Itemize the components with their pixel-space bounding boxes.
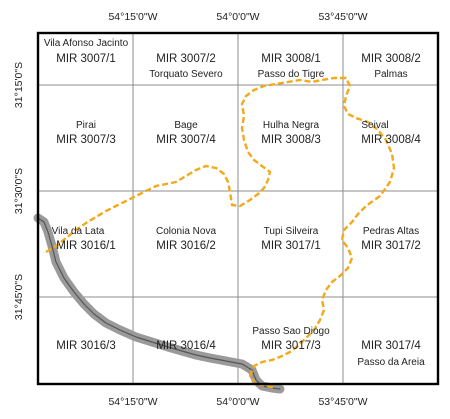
sheet-place: Vila Afonso Jacinto (44, 38, 129, 49)
sheet-place: Passo da Areia (357, 357, 425, 368)
top-lon-label-1: 54°15'0"W (108, 11, 157, 23)
lat-label-1: 31°15'0"S (13, 62, 25, 108)
sheet-place: Pedras Altas (363, 226, 419, 237)
sheet-code: MIR 3007/3 (56, 134, 115, 146)
sheet-place: Vila da Lata (52, 226, 105, 237)
sheet-code: MIR 3007/4 (156, 134, 216, 146)
latitude-labels: 31°15'0"S 31°30'0"S 31°45'0"S (13, 62, 25, 320)
sheet-place: Hulha Negra (263, 120, 320, 131)
sheet-code: MIR 3008/2 (361, 53, 420, 65)
sheet-code: MIR 3016/2 (156, 240, 215, 252)
grid-lines (38, 33, 438, 384)
bottom-lon-label-2: 54°0'0"W (216, 396, 259, 408)
sheet-place: Pirai (76, 120, 96, 131)
sheet-place: Seival (361, 120, 388, 131)
top-lon-label-3: 53°45'0"W (318, 11, 367, 23)
sheet-place: Torquato Severo (149, 69, 223, 80)
bottom-longitude-labels: 54°15'0"W 54°0'0"W 53°45'0"W (108, 396, 367, 408)
bottom-lon-label-3: 53°45'0"W (318, 396, 367, 408)
sheet-code: MIR 3016/1 (56, 240, 115, 252)
sheet-place: Colonia Nova (156, 226, 216, 237)
map-frame (36, 31, 440, 386)
sheet-code: MIR 3007/2 (156, 53, 215, 65)
sheet-code: MIR 3016/4 (156, 340, 216, 352)
sheet-code: MIR 3007/1 (56, 53, 115, 65)
municipal-boundary (45, 76, 396, 390)
lat-label-3: 31°45'0"S (13, 274, 25, 320)
top-longitude-labels: 54°15'0"W 54°0'0"W 53°45'0"W (108, 11, 367, 23)
sheet-code: MIR 3008/1 (261, 53, 320, 65)
sheet-codes: MIR 3007/1 MIR 3007/2 MIR 3008/1 MIR 300… (56, 53, 421, 352)
bottom-lon-label-1: 54°15'0"W (108, 396, 157, 408)
lat-label-2: 31°30'0"S (13, 168, 25, 214)
sheet-place: Tupi Silveira (264, 226, 319, 237)
sheet-code: MIR 3017/1 (261, 240, 320, 252)
sheet-code: MIR 3016/3 (56, 340, 115, 352)
sheet-place: Passo Sao Diogo (252, 326, 330, 337)
sheet-code: MIR 3017/2 (361, 240, 420, 252)
sheet-code: MIR 3017/3 (261, 340, 320, 352)
sheet-place: Palmas (374, 69, 407, 80)
sheet-place: Passo do Tigre (258, 69, 325, 80)
sheet-code: MIR 3017/4 (361, 340, 421, 352)
sheet-code: MIR 3008/4 (361, 134, 421, 146)
sheet-places: Vila Afonso Jacinto Torquato Severo Pass… (44, 38, 425, 368)
sheet-place: Bage (174, 120, 198, 131)
top-lon-label-2: 54°0'0"W (216, 11, 259, 23)
sheet-code: MIR 3008/3 (261, 134, 320, 146)
